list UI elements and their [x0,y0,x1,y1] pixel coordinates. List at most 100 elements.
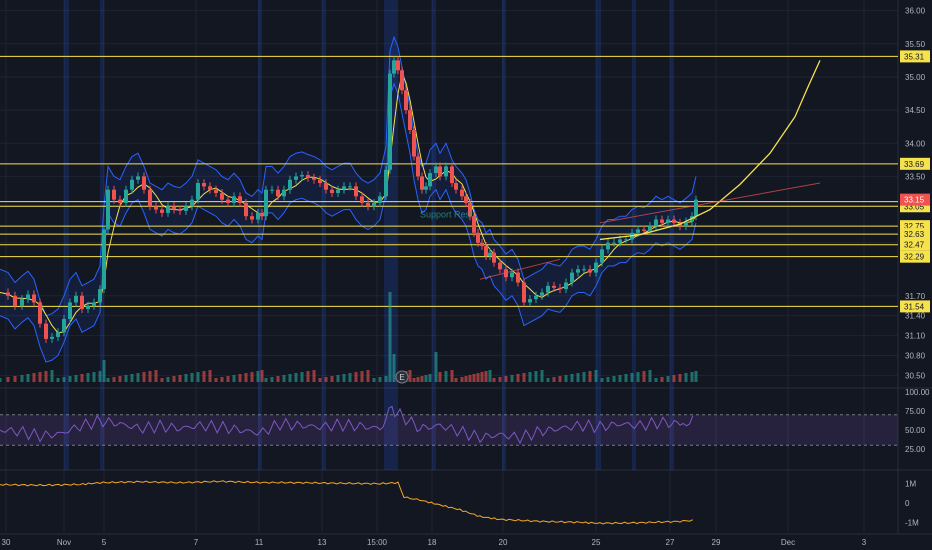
rsi-line[interactable] [0,405,694,445]
candle-body[interactable] [594,262,598,273]
candle-body[interactable] [142,176,146,190]
candle-body[interactable] [26,294,30,300]
candle-body[interactable] [226,199,230,203]
candle-body[interactable] [124,189,128,203]
candle-body[interactable] [196,183,200,200]
candle-body[interactable] [488,252,492,256]
level-price-tag[interactable] [900,228,930,241]
level-price-tag[interactable] [900,300,930,313]
projection-curve[interactable] [479,60,821,280]
candle-body[interactable] [98,289,102,303]
candle-body[interactable] [136,176,140,180]
candle-body[interactable] [288,179,292,190]
candle-body[interactable] [606,242,610,250]
candle-body[interactable] [522,282,526,303]
candle-body[interactable] [264,189,268,217]
candle-body[interactable] [384,169,388,197]
candle-body[interactable] [600,249,604,263]
candle-body[interactable] [62,319,66,333]
candle-body[interactable] [636,229,640,233]
candle-body[interactable] [276,189,280,197]
candle-body[interactable] [648,226,652,231]
candle-body[interactable] [102,229,106,290]
candle-body[interactable] [360,196,364,203]
candle-body[interactable] [528,299,532,303]
last-price-tag[interactable] [900,193,930,206]
candle-body[interactable] [564,282,568,290]
candle-body[interactable] [32,294,36,303]
candle-body[interactable] [56,332,60,337]
candle-body[interactable] [318,179,322,184]
candle-body[interactable] [348,186,352,188]
candle-body[interactable] [516,272,520,283]
candle-body[interactable] [694,199,698,217]
candle-body[interactable] [366,202,370,207]
candle-body[interactable] [540,292,544,296]
candle-body[interactable] [50,336,54,339]
candle-body[interactable] [612,242,616,244]
candle-body[interactable] [172,206,176,210]
candle-body[interactable] [166,206,170,213]
candle-body[interactable] [570,272,574,283]
candle-body[interactable] [118,199,122,203]
candle-body[interactable] [400,70,404,91]
candle-body[interactable] [582,269,586,271]
candle-body[interactable] [444,166,448,177]
candle-body[interactable] [106,189,110,230]
candle-body[interactable] [112,189,116,200]
candle-body[interactable] [260,212,264,217]
candle-body[interactable] [424,186,428,190]
candle-body[interactable] [294,176,298,180]
candle-body[interactable] [160,209,164,213]
candle-body[interactable] [250,216,254,220]
candle-body[interactable] [13,295,17,306]
candle-body[interactable] [404,90,408,111]
horizontal-levels[interactable] [0,55,898,307]
candle-body[interactable] [306,175,310,178]
candle-body[interactable] [372,202,376,207]
candle-body[interactable] [618,239,622,243]
candle-body[interactable] [232,196,236,203]
candle-body[interactable] [642,229,646,231]
candle-body[interactable] [684,221,688,227]
candle-body[interactable] [484,246,488,256]
candle-body[interactable] [552,285,556,288]
candle-body[interactable] [388,73,392,170]
candle-body[interactable] [68,302,72,319]
trend-line-lower[interactable] [479,258,561,280]
candle-body[interactable] [244,202,248,217]
candle-body[interactable] [492,252,496,263]
candle-body[interactable] [558,287,562,290]
level-price-tag[interactable] [900,250,930,263]
candle-body[interactable] [80,295,84,310]
candle-body[interactable] [208,186,212,190]
candle-body[interactable] [438,166,442,177]
projection-curve-line[interactable] [599,60,821,241]
candle-body[interactable] [202,183,206,187]
candle-body[interactable] [654,219,658,227]
candle-body[interactable] [86,305,90,310]
candle-body[interactable] [588,269,592,273]
candle-body[interactable] [472,216,476,233]
candle-body[interactable] [336,189,340,193]
candle-body[interactable] [354,186,358,197]
indicator-line[interactable] [0,480,694,525]
candle-body[interactable] [416,156,420,177]
candle-body[interactable] [214,189,218,193]
candle-body[interactable] [428,173,432,187]
candle-body[interactable] [148,189,152,207]
candle-body[interactable] [300,175,304,177]
candle-body[interactable] [396,60,400,71]
volume-indicator-panel[interactable] [0,480,694,525]
trend-line-upper[interactable] [599,182,821,224]
candle-body[interactable] [44,323,48,339]
candle-body[interactable] [190,199,194,207]
candle-body[interactable] [130,179,134,190]
candle-body[interactable] [660,219,664,223]
candle-body[interactable] [154,206,158,210]
candle-body[interactable] [184,206,188,211]
candle-body[interactable] [420,176,424,190]
candle-body[interactable] [498,262,502,270]
candle-body[interactable] [312,177,316,180]
